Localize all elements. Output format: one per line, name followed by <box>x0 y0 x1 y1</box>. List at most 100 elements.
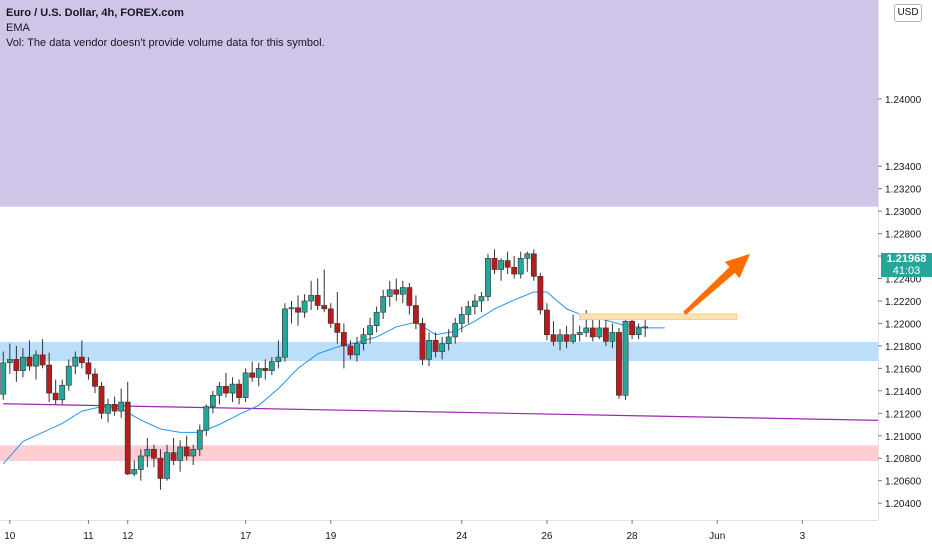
price-tick-label: 1.23000 <box>885 207 922 218</box>
candle <box>354 336 360 362</box>
candle <box>321 269 328 313</box>
candle-body-up <box>399 287 406 295</box>
chart-legend: Euro / U.S. Dollar, 4h, FOREX.com EMA Vo… <box>6 6 325 51</box>
candle <box>203 404 210 436</box>
candle <box>249 361 256 382</box>
candle <box>124 381 131 476</box>
price-tick-label: 1.21400 <box>885 387 922 398</box>
candles-layer <box>0 249 649 490</box>
candle-body-down <box>46 364 53 394</box>
candle-body-down <box>347 345 354 356</box>
candle-body-up <box>72 356 79 367</box>
candle <box>465 300 472 324</box>
support-zone <box>0 341 878 362</box>
candle <box>229 377 236 403</box>
candle-body-up <box>196 429 203 450</box>
candle <box>557 329 563 351</box>
time-tick-label: 24 <box>456 531 468 542</box>
candle-body-down <box>530 253 537 277</box>
candle <box>216 381 223 405</box>
candle-body-up <box>478 296 485 302</box>
target-arrow[interactable] <box>683 253 750 315</box>
trendline[interactable] <box>3 403 888 422</box>
candle-body-down <box>334 323 341 333</box>
candle <box>570 314 577 344</box>
candle-body-down <box>314 295 321 306</box>
annotation-layer <box>579 253 750 321</box>
candle <box>445 329 452 351</box>
ema-line <box>2 291 665 465</box>
candle <box>537 272 544 315</box>
candle <box>196 424 203 456</box>
candle <box>380 289 387 319</box>
candle <box>65 359 72 391</box>
candle-body-up <box>635 327 642 335</box>
candle <box>170 438 177 465</box>
candle-body-down <box>544 309 550 335</box>
time-axis: 10 11 12 17 19 24 26 28 Jun 3 <box>0 520 932 550</box>
candle-body-down <box>111 404 118 412</box>
candle-body-up <box>465 306 472 315</box>
bar-countdown: 41:03 <box>892 265 921 277</box>
candle-body-down <box>85 362 92 375</box>
volume-note: Vol: The data vendor doesn't provide vol… <box>6 37 325 49</box>
candle <box>111 396 118 416</box>
candle <box>268 357 275 376</box>
candle-body-up <box>20 356 26 371</box>
indicator-label[interactable]: EMA <box>6 22 30 34</box>
price-tick-label: 1.20600 <box>885 477 922 488</box>
candle <box>373 306 380 333</box>
candle-body-up <box>144 448 151 457</box>
candle <box>242 368 249 403</box>
currency-badge[interactable]: USD <box>894 4 922 22</box>
candle-body-up <box>596 327 603 338</box>
candle-body-down <box>419 323 426 360</box>
candle-body-up <box>301 300 308 313</box>
candle-body-down <box>26 356 33 367</box>
resistance-box[interactable] <box>579 313 738 321</box>
candle-body-up <box>570 334 577 342</box>
candle <box>347 340 354 360</box>
candle <box>334 292 341 344</box>
candle <box>236 379 242 405</box>
candle <box>85 357 92 380</box>
candle-body-up <box>380 296 387 313</box>
candle <box>386 280 393 307</box>
ema-layer <box>2 291 665 465</box>
candle <box>190 444 197 465</box>
candle <box>413 295 419 330</box>
price-tick-label: 1.20800 <box>885 454 922 465</box>
candle <box>406 283 413 315</box>
candle-body-up <box>471 300 478 307</box>
candle <box>393 278 400 301</box>
candle-body-down <box>262 368 269 371</box>
candle <box>485 253 491 301</box>
candle <box>282 303 288 362</box>
candle <box>209 390 216 414</box>
candle-body-up <box>458 314 465 324</box>
candle <box>419 317 426 366</box>
symbol-title[interactable]: Euro / U.S. Dollar, 4h, FOREX.com <box>6 7 184 19</box>
candle-body-up <box>137 455 144 470</box>
candle-body-down <box>537 275 544 311</box>
candle-body-up <box>360 334 367 344</box>
candle-body-up <box>445 336 452 344</box>
candle-body-down <box>170 452 177 461</box>
candle <box>98 381 105 419</box>
candle-body-down <box>52 392 59 401</box>
price-tick-label: 1.21600 <box>885 364 922 375</box>
candle <box>517 251 524 279</box>
candle <box>458 306 465 333</box>
candle-body-down <box>327 308 334 324</box>
candle-body-up <box>229 383 236 394</box>
candle-body-up <box>485 258 491 297</box>
candle <box>439 336 446 360</box>
candle <box>118 388 125 418</box>
price-tick-label: 1.23400 <box>885 162 922 173</box>
candle-body-up <box>59 384 66 401</box>
candle <box>33 350 39 380</box>
candle-body-up <box>242 372 249 398</box>
candle-body-up <box>6 359 13 364</box>
trendline-layer <box>3 403 888 422</box>
